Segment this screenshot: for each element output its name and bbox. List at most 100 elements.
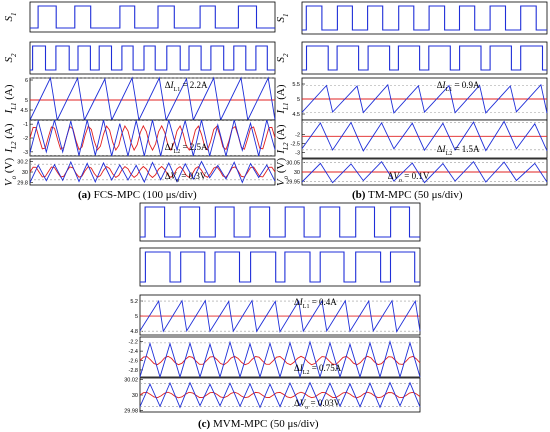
reference-waveform [29, 165, 276, 179]
y-tick-label: 5 [25, 98, 28, 104]
caption-c-text: MVM-MPC (50 μs/div) [212, 418, 319, 430]
y-tick-label: -3 [23, 150, 28, 156]
annotation-label: ΔVo = 0.1V [388, 171, 430, 184]
reference-waveform [29, 124, 276, 152]
y-tick-label: 5.2 [130, 299, 138, 305]
switch-signal [302, 5, 547, 31]
switch-signal [140, 251, 420, 283]
y-tick-label: -2.4 [129, 349, 138, 355]
panel-2 [139, 247, 421, 287]
caption-c-letter: (c) [198, 418, 211, 430]
panel-3: 5.2 5 4.8 ΔIL1 = 0.4A [130, 294, 421, 336]
panel-frame [29, 1, 276, 33]
measured-waveform [139, 299, 421, 333]
annotation-label: ΔIL1 = 2.2A [165, 80, 208, 93]
y-tick-label: -3 [295, 151, 300, 157]
y-tick-label: 4.5 [292, 112, 300, 118]
panel-5: 30.02 30 29.98 ΔVo = 0.03V [124, 378, 421, 414]
y-tick-label: 30 [294, 170, 300, 176]
panel-frame [139, 247, 421, 287]
caption-b-letter: (b) [352, 189, 366, 201]
panel-1: S1 [3, 1, 276, 33]
y-axis-label: Vo (V) [3, 158, 18, 187]
annotation-label: ΔIL2 = 2.5A [165, 142, 208, 155]
measured-waveform [301, 120, 548, 152]
annotation-label: ΔIL2 = 1.5A [437, 144, 480, 157]
panel-frame [301, 41, 548, 75]
measured-waveform [29, 119, 276, 157]
y-tick-label: -2.6 [129, 359, 138, 365]
y-tick-label: -1 [23, 122, 28, 128]
caption-b-text: TM-MPC (50 μs/div) [368, 189, 463, 201]
y-tick-label: 4.5 [20, 108, 28, 114]
panel-4: -2 -2.5 -3 IL2 (A) ΔIL2 = 1.5A [275, 119, 548, 159]
annotation-label: ΔIL1 = 0.4A [294, 297, 337, 310]
panel-4: -2.2 -2.4 -2.6 -2.8 ΔIL2 = 0.75A [129, 336, 421, 379]
panel-frame [29, 77, 276, 121]
y-tick-label: 30.2 [17, 160, 28, 166]
caption-a-letter: (a) [78, 189, 91, 201]
annotation-label: ΔIL1 = 0.9A [437, 80, 480, 93]
y-axis-label: IL2 (A) [275, 124, 290, 154]
switch-signal [30, 5, 275, 29]
y-tick-label: -2 [23, 136, 28, 142]
y-axis-label: IL2 (A) [3, 123, 18, 153]
reference-waveform [139, 391, 421, 399]
panel-frame [29, 41, 276, 75]
y-tick-label: -2.2 [129, 340, 138, 346]
y-tick-label: 30 [132, 393, 138, 399]
panel-1 [139, 202, 421, 242]
panel-frame [301, 1, 548, 35]
y-axis-label: S1 [3, 13, 18, 22]
y-tick-label: 5.5 [292, 82, 300, 88]
caption-b: (b) TM-MPC (50 μs/div) [352, 189, 463, 201]
y-axis-label: S2 [275, 53, 290, 63]
y-tick-label: 29.98 [124, 408, 138, 414]
panel-2: S2 [275, 41, 548, 75]
caption-a-text: FCS-MPC (100 μs/div) [93, 189, 197, 201]
y-tick-label: 5 [135, 314, 138, 320]
reference-waveform [139, 355, 421, 366]
y-axis-label: Vo (V) [275, 158, 290, 187]
measured-waveform [29, 160, 276, 184]
panel-frame [139, 202, 421, 242]
panel-4: -1 -2 -3 IL2 (A) ΔIL2 = 2.5A [3, 119, 276, 157]
y-tick-label: -2.5 [291, 142, 300, 148]
panel-frame [301, 119, 548, 159]
annotation-label: ΔVo = 0.03V [294, 398, 341, 411]
y-axis-label: S2 [3, 53, 18, 63]
y-tick-label: 6 [25, 78, 28, 84]
annotation-label: ΔIL2 = 0.75A [294, 363, 342, 376]
switch-signal [140, 206, 420, 238]
y-tick-label: 5 [297, 97, 300, 103]
y-tick-label: 30.02 [124, 378, 138, 384]
switch-signal [30, 45, 275, 71]
caption-a: (a) FCS-MPC (100 μs/div) [78, 189, 197, 201]
y-tick-label: 30 [22, 170, 28, 176]
y-tick-label: 29.95 [286, 179, 300, 185]
y-tick-label: -2.8 [129, 368, 138, 374]
measured-waveform [301, 160, 548, 184]
chart-mvm-mpc: 5.2 5 4.8 ΔIL1 = 0.4A -2.2 -2.4 -2.6 -2.8 ΔIL2 =… [124, 202, 421, 414]
y-tick-label: 4.8 [130, 329, 138, 335]
measured-waveform [139, 381, 421, 409]
measured-waveform [301, 83, 548, 114]
y-axis-label: IL1 (A) [275, 84, 290, 114]
annotation-label: ΔVo = 0.3V [165, 171, 207, 184]
panel-1: S1 [275, 1, 548, 35]
y-tick-label: 30.05 [286, 161, 300, 167]
y-tick-label: 29.8 [17, 180, 28, 186]
panel-2: S2 [3, 41, 276, 75]
caption-c: (c) MVM-MPC (50 μs/div) [198, 418, 319, 430]
y-axis-label: S1 [275, 14, 290, 23]
measured-waveform [29, 76, 276, 122]
y-tick-label: -2 [295, 132, 300, 138]
y-axis-label: IL1 (A) [3, 84, 18, 114]
panel-5: 30.2 30 29.8Vo (V) ΔVo = 0.3V [3, 158, 276, 187]
measured-waveform [139, 339, 421, 379]
